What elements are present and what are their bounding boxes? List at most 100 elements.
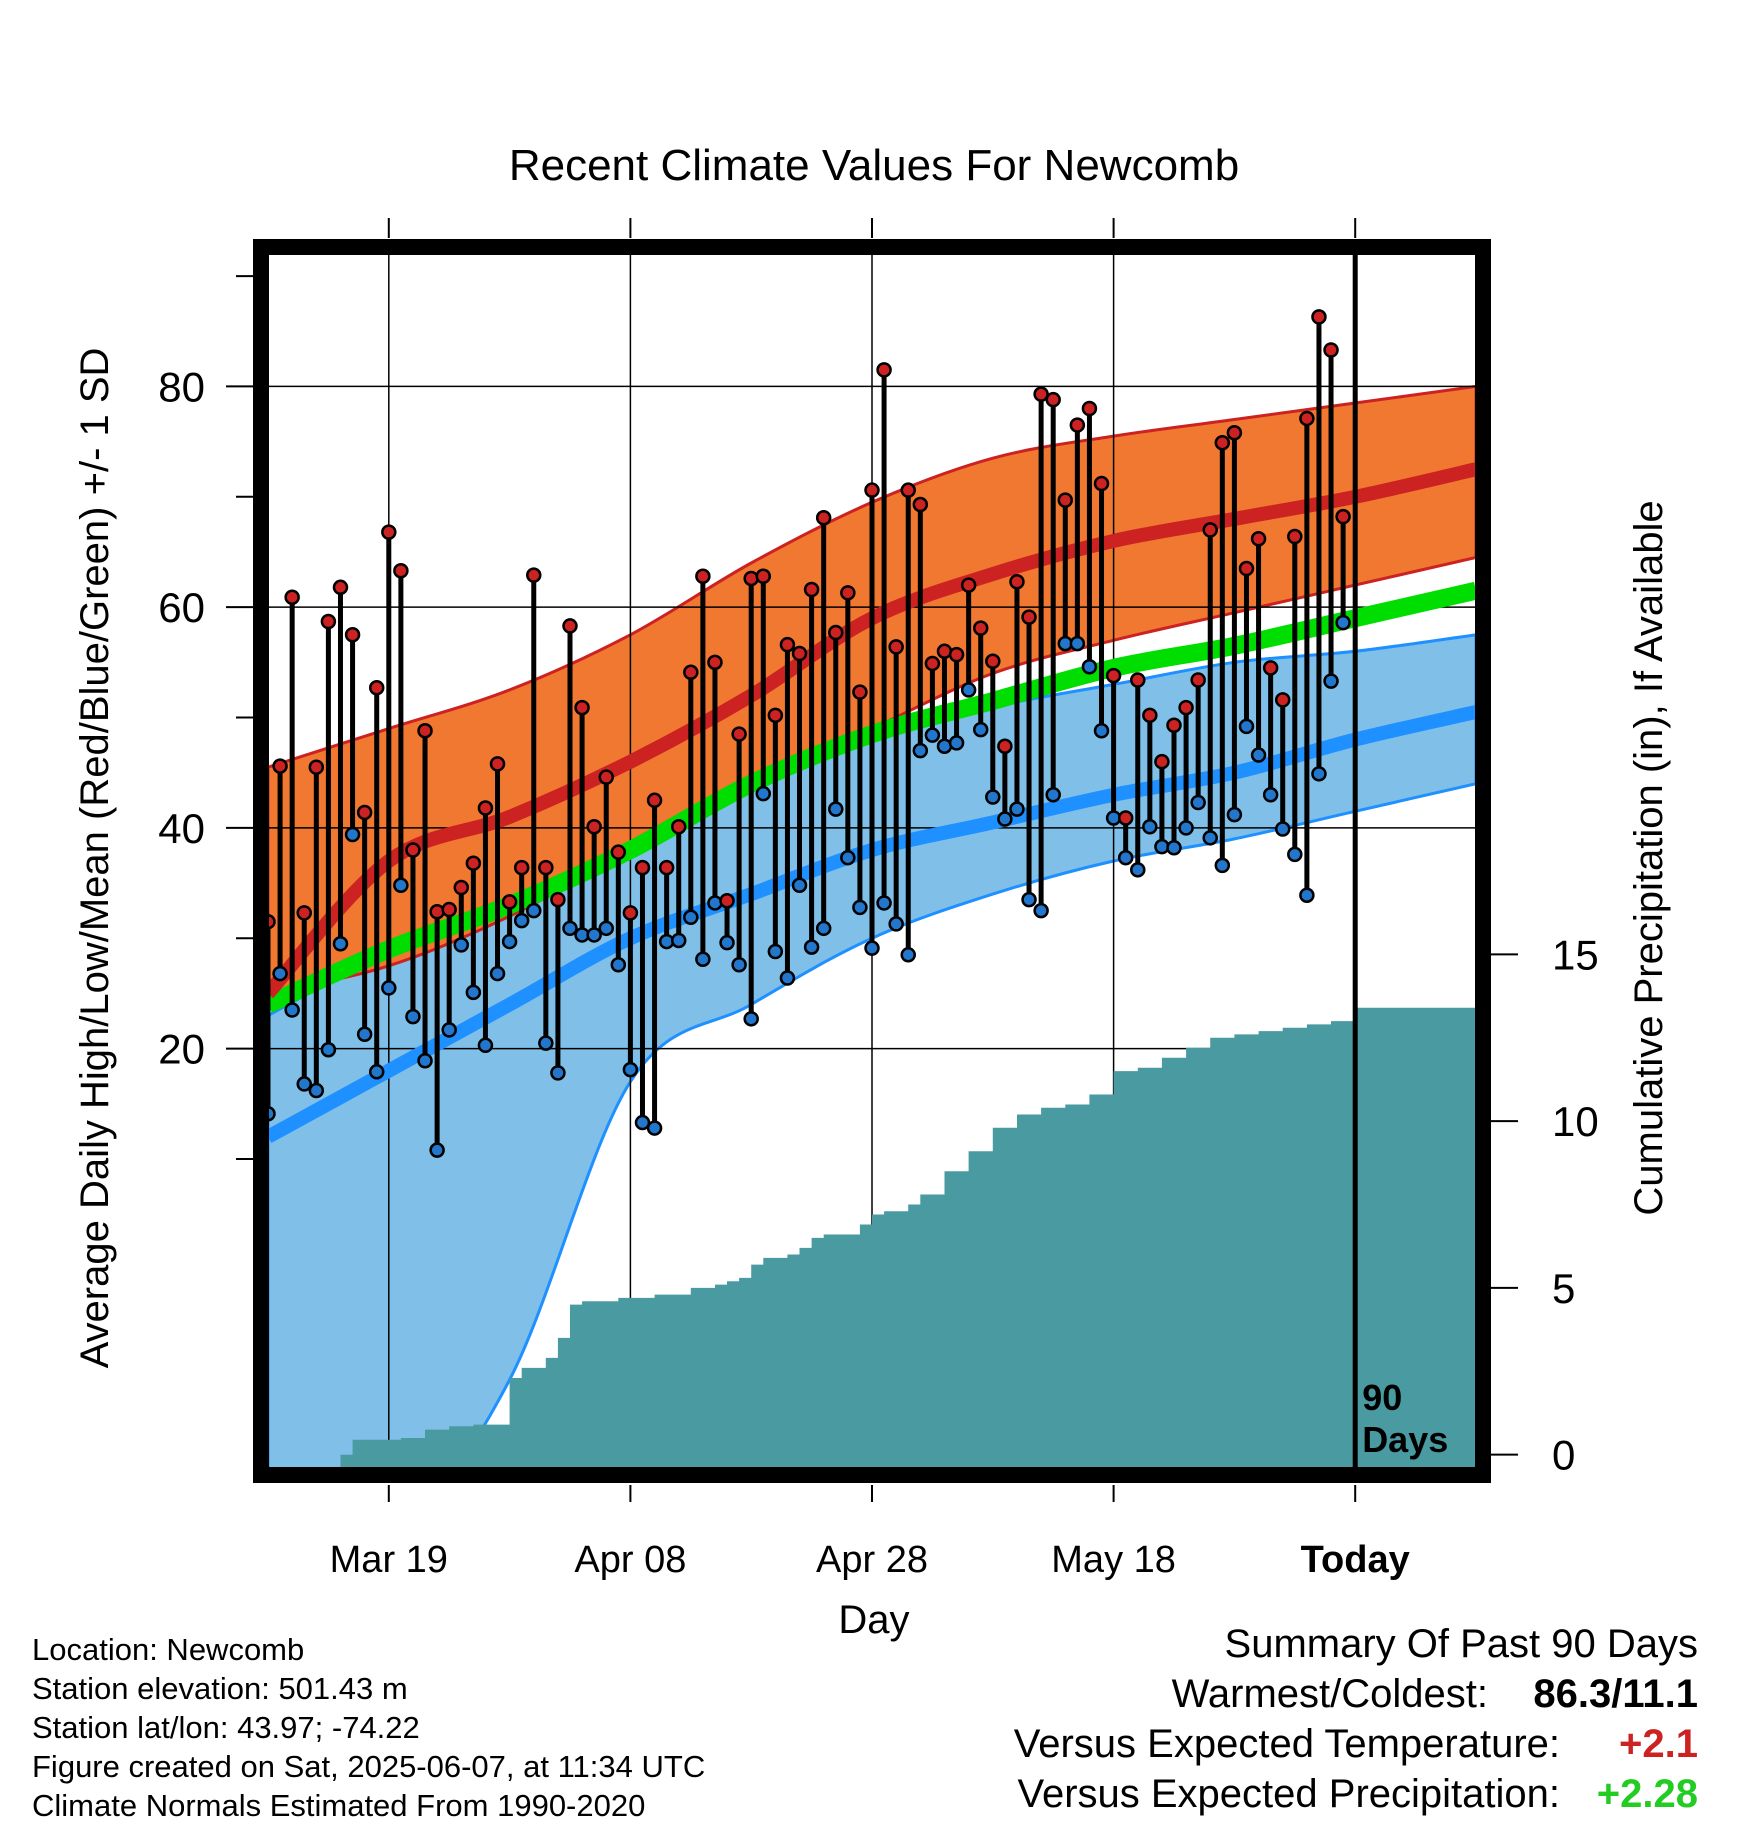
daily-high-point (1081, 400, 1098, 417)
daily-high-point (912, 496, 929, 513)
daily-low-point (1287, 846, 1303, 863)
daily-high-point (489, 756, 506, 772)
daily-high-point (1262, 660, 1279, 676)
chart-title: Recent Climate Values For Newcomb (509, 141, 1239, 190)
daily-low-point (876, 895, 892, 911)
daily-high-point (453, 879, 470, 896)
daily-high-point (634, 859, 651, 876)
daily-low-point (1323, 673, 1339, 689)
daily-high-point (779, 636, 796, 653)
daily-high-point (1033, 386, 1049, 402)
daily-low-point (332, 936, 349, 952)
daily-high-point (1299, 410, 1315, 427)
x-tick-label: Apr 08 (574, 1539, 686, 1581)
normal-high-line (268, 462, 1476, 999)
figure-created: Figure created on Sat, 2025-06-07, at 11… (32, 1749, 706, 1784)
daily-low-point (562, 920, 578, 937)
daily-low-point (1117, 849, 1134, 866)
daily-low-point (417, 1053, 433, 1069)
daily-high-point (1105, 667, 1122, 684)
daily-low-point (1299, 887, 1315, 903)
daily-high-point (1142, 707, 1158, 724)
daily-low-point (1214, 857, 1231, 874)
temp-anomaly-label: Versus Expected Temperature: (1013, 1722, 1560, 1766)
daily-high-point (852, 684, 868, 700)
daily-high-point (1323, 342, 1339, 358)
summary-title: Summary Of Past 90 Days (1224, 1622, 1698, 1666)
daily-high-point (405, 842, 421, 858)
daily-low-point (453, 937, 470, 953)
y2-tick-label: 10 (1552, 1098, 1599, 1145)
daily-low-point (1033, 902, 1049, 919)
daily-low-point (268, 1105, 276, 1122)
daily-high-point (828, 624, 844, 641)
today-label-unit: Days (1362, 1419, 1448, 1460)
daily-high-point (417, 723, 433, 739)
precip-anomaly-value: +2.28 (1596, 1772, 1698, 1816)
summary-panel: Summary Of Past 90 Days Warmest/Coldest:… (900, 1614, 1698, 1824)
daily-high-point (296, 905, 312, 921)
daily-low-point (840, 849, 856, 866)
daily-high-point (924, 655, 941, 672)
y2-tick-label: 0 (1552, 1432, 1575, 1479)
daily-low-point (1335, 614, 1351, 631)
daily-high-point (960, 577, 977, 593)
daily-high-point (501, 894, 518, 910)
precip-anomaly-row: Versus Expected Precipitation: +2.28 (900, 1772, 1698, 1820)
daily-high-point (1154, 753, 1170, 770)
daily-high-point (1202, 522, 1218, 538)
daily-high-point (368, 679, 385, 696)
daily-high-point (1069, 417, 1086, 433)
daily-low-point (719, 934, 735, 951)
daily-low-point (634, 1114, 651, 1131)
daily-low-point (501, 933, 518, 950)
daily-high-point (646, 792, 663, 809)
daily-low-point (791, 877, 808, 894)
y2-tick-label: 15 (1552, 931, 1599, 978)
daily-high-point (381, 524, 397, 540)
daily-high-point (900, 482, 916, 498)
daily-low-point (393, 877, 409, 894)
daily-high-point (465, 855, 482, 871)
daily-high-point (513, 859, 530, 876)
daily-low-point (1081, 659, 1098, 675)
daily-high-point (755, 568, 772, 585)
daily-low-point (1045, 787, 1061, 803)
daily-high-point (1226, 425, 1243, 441)
daily-high-point (1214, 434, 1231, 451)
daily-low-point (610, 956, 627, 973)
daily-high-point (441, 901, 457, 918)
daily-high-point (1130, 672, 1146, 688)
daily-high-point (1238, 560, 1255, 577)
daily-low-point (1009, 801, 1025, 817)
daily-high-point (526, 567, 542, 583)
daily-high-point (1190, 672, 1206, 688)
daily-low-point (1274, 821, 1291, 837)
daily-low-point (767, 943, 784, 960)
daily-high-point (268, 913, 276, 930)
daily-low-point (296, 1076, 312, 1092)
daily-low-point (646, 1120, 663, 1136)
daily-low-point (344, 826, 361, 843)
station-latlon: Station lat/lon: 43.97; -74.22 (32, 1710, 420, 1745)
daily-high-point (562, 618, 578, 634)
daily-low-point (743, 1011, 759, 1027)
x-axis-label: Day (838, 1598, 909, 1642)
daily-high-point (683, 664, 699, 681)
daily-high-point (610, 844, 627, 860)
daily-low-point (1166, 840, 1182, 856)
precip-anomaly-label: Versus Expected Precipitation: (1017, 1772, 1560, 1816)
daily-low-point (803, 939, 820, 955)
y2-tick-label: 5 (1552, 1265, 1575, 1312)
daily-low-point (441, 1022, 457, 1038)
warmest-coldest-value: 86.3/11.1 (1533, 1672, 1698, 1716)
daily-low-point (526, 902, 542, 919)
daily-high-point (574, 699, 590, 716)
daily-high-point (550, 891, 566, 908)
daily-high-point (1287, 528, 1303, 545)
daily-high-point (1250, 530, 1267, 547)
daily-low-point (755, 785, 772, 802)
cumulative-precip-area (340, 1007, 1476, 1468)
daily-high-point (840, 585, 856, 601)
daily-low-point (308, 1082, 325, 1099)
